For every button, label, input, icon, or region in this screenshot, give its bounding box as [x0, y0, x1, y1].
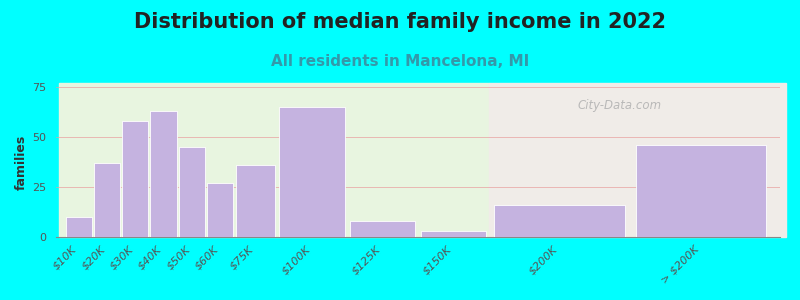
Text: All residents in Mancelona, MI: All residents in Mancelona, MI — [271, 54, 529, 69]
Text: Distribution of median family income in 2022: Distribution of median family income in … — [134, 12, 666, 32]
Bar — [421, 231, 486, 237]
Bar — [150, 111, 177, 237]
Bar — [207, 183, 233, 237]
Bar — [59, 83, 489, 237]
Y-axis label: families: families — [15, 135, 28, 190]
Bar — [350, 221, 415, 237]
Bar — [236, 165, 275, 237]
Bar — [94, 163, 120, 237]
Bar — [636, 145, 766, 237]
Bar — [494, 205, 625, 237]
Text: City-Data.com: City-Data.com — [578, 99, 662, 112]
Bar — [489, 83, 786, 237]
Bar — [279, 107, 345, 237]
Bar — [122, 121, 148, 237]
Bar — [66, 217, 92, 237]
Bar — [178, 147, 205, 237]
